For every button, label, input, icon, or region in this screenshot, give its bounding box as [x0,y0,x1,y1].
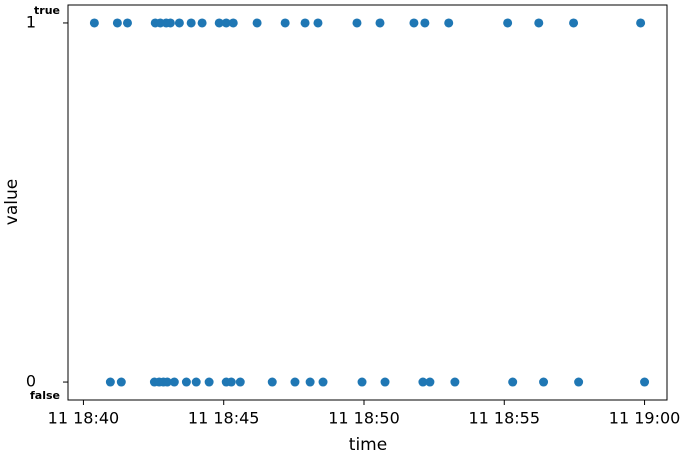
point [267,377,277,387]
y-tick-sublabel: true [34,4,60,17]
plot-frame [67,4,668,401]
point [280,18,290,28]
point [252,18,262,28]
point [444,18,454,28]
point [534,18,544,28]
point [508,377,518,387]
point [352,18,362,28]
point [409,18,419,28]
point [357,377,367,387]
point [174,18,184,28]
point [420,18,430,28]
point [300,18,310,28]
y-axis-label: value [2,179,22,225]
point [636,18,646,28]
point [162,377,172,387]
point [503,18,513,28]
point [191,377,201,387]
x-tick-label: 11 19:00 [609,409,681,428]
point [425,377,435,387]
point [318,377,328,387]
x-axis-label: time [349,435,387,455]
point [450,377,460,387]
point [122,18,132,28]
y-tick-label: 1 [26,12,36,31]
point [221,18,231,28]
point [169,377,179,387]
point [375,18,385,28]
point [112,18,122,28]
point [105,377,115,387]
point [165,18,175,28]
point [186,18,196,28]
point [418,377,428,387]
point [290,377,300,387]
point [569,18,579,28]
point [640,377,650,387]
point [89,18,99,28]
y-tick-sublabel: false [30,389,60,402]
point [235,377,245,387]
point [204,377,214,387]
x-tick-label: 11 18:50 [328,409,400,428]
point [226,377,236,387]
point [214,18,224,28]
point [305,377,315,387]
x-tick-label: 11 18:40 [48,409,120,428]
x-tick-label: 11 18:55 [468,409,540,428]
point [228,18,238,28]
point [116,377,126,387]
point [539,377,549,387]
point [380,377,390,387]
y-tick-label: 0 [26,372,36,391]
point [181,377,191,387]
point [313,18,323,28]
point [197,18,207,28]
x-tick-label: 11 18:45 [188,409,260,428]
point [574,377,584,387]
